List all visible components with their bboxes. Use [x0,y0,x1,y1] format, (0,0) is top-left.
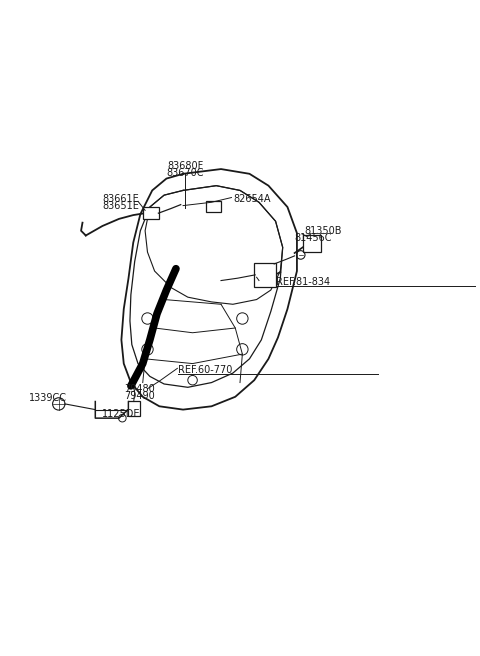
Text: 1125DE: 1125DE [102,409,141,419]
FancyBboxPatch shape [128,401,140,416]
Text: 79480: 79480 [124,384,155,394]
Text: 79490: 79490 [124,390,155,401]
Text: REF.81-834: REF.81-834 [276,277,330,287]
FancyBboxPatch shape [143,207,159,219]
Text: 81350B: 81350B [304,226,342,236]
Text: 82654A: 82654A [233,194,270,204]
Text: 83670C: 83670C [167,168,204,178]
FancyBboxPatch shape [302,236,321,252]
Text: 83661E: 83661E [102,194,139,204]
Text: REF.60-770: REF.60-770 [179,365,233,375]
Text: 81456C: 81456C [295,233,332,243]
Text: 1339CC: 1339CC [29,394,67,403]
Text: 83680F: 83680F [168,161,204,171]
FancyBboxPatch shape [206,201,221,212]
Text: 83651E: 83651E [102,201,139,211]
FancyBboxPatch shape [254,262,276,287]
